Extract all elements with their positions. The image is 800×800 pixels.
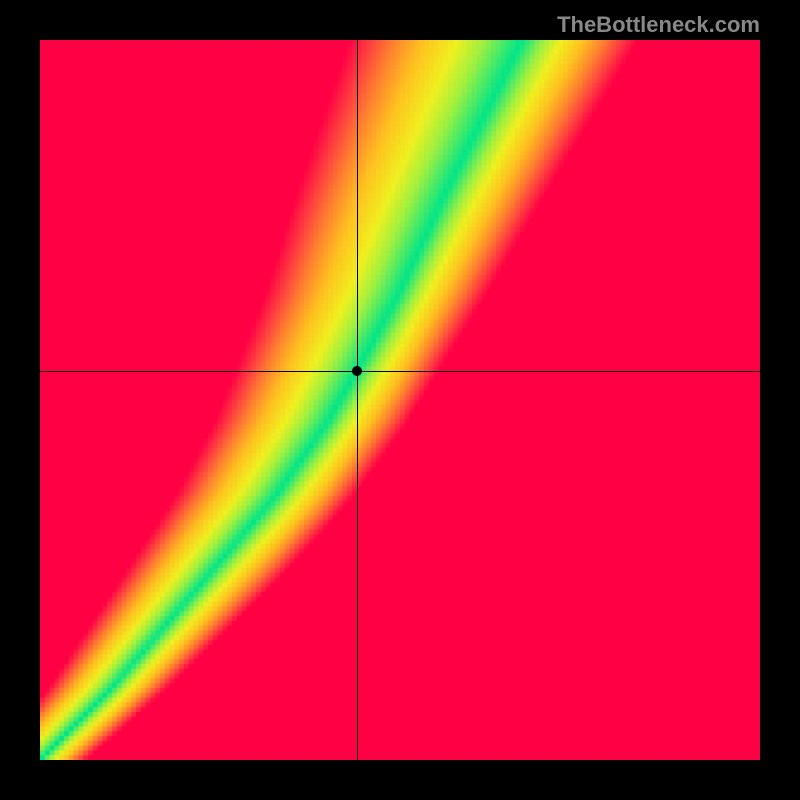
marker-point <box>352 366 362 376</box>
crosshair-vertical <box>357 40 358 760</box>
crosshair-horizontal <box>40 371 760 372</box>
watermark-text: TheBottleneck.com <box>557 12 760 38</box>
bottleneck-heatmap <box>40 40 760 760</box>
